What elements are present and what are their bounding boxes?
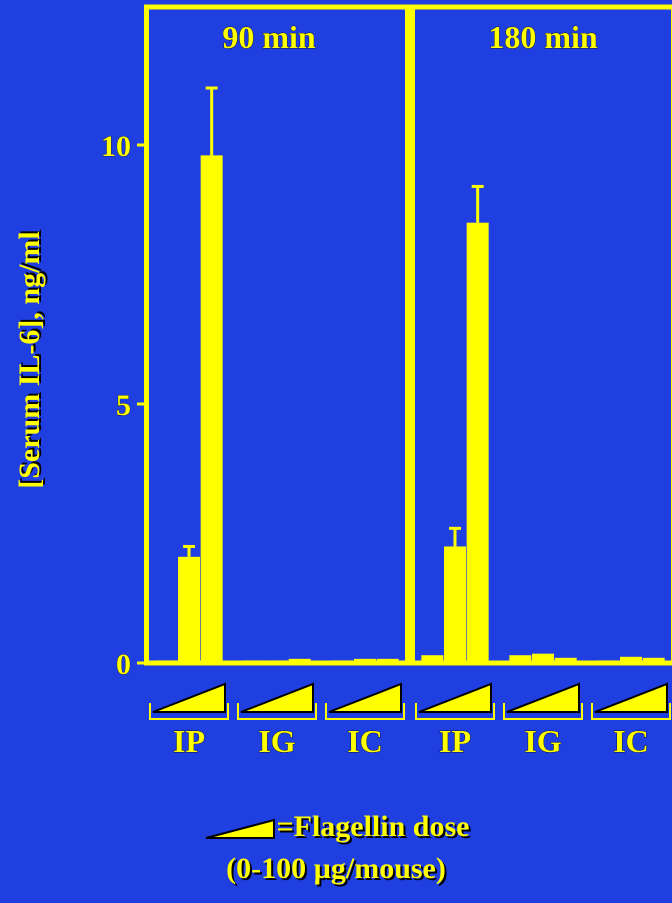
- bar-p0-ig-1: [266, 660, 288, 663]
- bar-p0-ig-2: [288, 658, 311, 663]
- dose-triangle-p1-ic: [594, 682, 668, 713]
- chart: 0 5 10 90 min IP IG IC 180 min IP IG IC: [101, 4, 672, 759]
- dose-triangle-p1-ip: [418, 682, 492, 713]
- dose-triangle-p0-ig: [240, 682, 314, 713]
- bar-p1-ig-2: [554, 657, 577, 663]
- bar-p0-ic-0: [331, 660, 354, 663]
- group-label-p0-ig: IG: [258, 723, 295, 759]
- y-axis-label: [Serum IL-6], ng/ml: [12, 110, 48, 610]
- bar-p0-ip-2: [200, 155, 223, 664]
- bar-p1-ip-2: [466, 222, 489, 663]
- bar-p1-ig-0: [509, 655, 532, 663]
- bar-p0-ig-0: [243, 660, 266, 663]
- legend-dose: =Flagellin dose: [0, 810, 672, 844]
- dose-triangle-p1-ig: [506, 682, 580, 713]
- group-label-p0-ic: IC: [347, 723, 383, 759]
- group-bracket-p1-ic: [591, 703, 671, 720]
- group-label-p1-ip: IP: [439, 723, 471, 759]
- bar-p1-ip-1: [444, 546, 466, 663]
- bar-p0-ip-1: [178, 556, 200, 663]
- dose-triangle-p0-ip: [152, 682, 226, 713]
- y-axis-label-text: [Serum IL-6], ng/ml: [13, 231, 46, 489]
- legend-dose-range: (0-100 µg/mouse): [0, 852, 672, 886]
- panel-title-1: 180 min: [488, 19, 598, 55]
- y-tick-label-0: 0: [116, 648, 131, 681]
- group-label-p1-ig: IG: [524, 723, 561, 759]
- legend-dose-range-text: (0-100 µg/mouse): [226, 852, 446, 885]
- group-label-p0-ip: IP: [173, 723, 205, 759]
- ramp-triangle-icon: [205, 818, 275, 840]
- bar-p1-ic-1: [620, 656, 642, 663]
- bar-p0-ip-0: [155, 660, 178, 663]
- bar-p1-ic-2: [642, 657, 665, 663]
- legend-dose-text: =Flagellin dose: [276, 810, 470, 843]
- panel-title-0: 90 min: [222, 19, 316, 55]
- group-bracket-p0-ip: [149, 703, 229, 720]
- y-tick-label-2: 10: [101, 130, 131, 163]
- bar-p1-ic-0: [597, 660, 620, 663]
- group-bracket-p1-ig: [503, 703, 583, 720]
- group-bracket-p0-ig: [237, 703, 317, 720]
- bar-p0-ic-2: [376, 658, 399, 663]
- bar-p1-ig-1: [532, 653, 554, 663]
- group-bracket-p1-ip: [415, 703, 495, 720]
- group-bracket-p0-ic: [325, 703, 405, 720]
- bar-p1-ip-0: [421, 655, 444, 663]
- dose-triangle-p0-ic: [328, 682, 402, 713]
- y-tick-label-1: 5: [116, 389, 131, 422]
- bar-p0-ic-1: [354, 658, 376, 663]
- group-label-p1-ic: IC: [613, 723, 649, 759]
